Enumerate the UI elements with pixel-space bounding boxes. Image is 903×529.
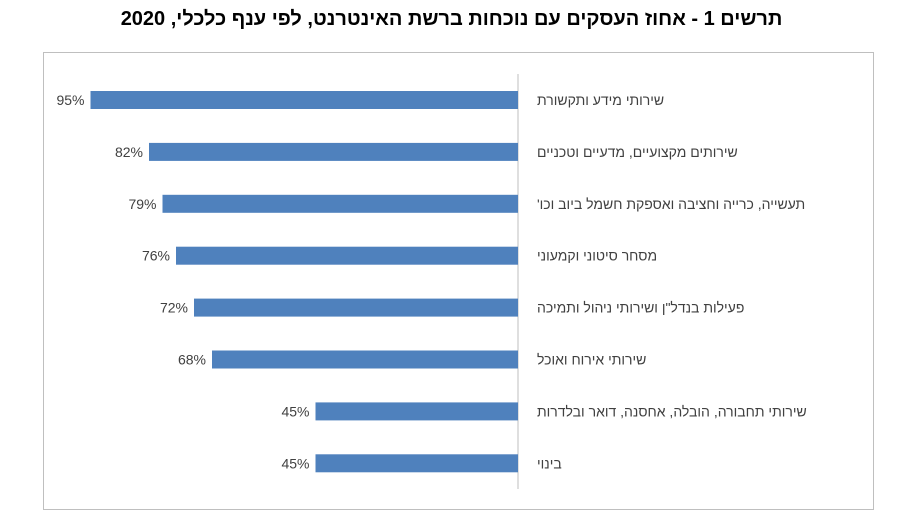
category-label: שירותים מקצועיים, מדעיים וטכניים [537, 144, 738, 160]
category-label: בינוי [537, 455, 562, 471]
data-label: 82% [115, 144, 143, 160]
category-label: שירותי תחבורה, הובלה, אחסנה, דואר ובלדרו… [537, 403, 807, 419]
bar [212, 350, 518, 369]
bar [315, 454, 518, 473]
category-label: פעילות בנדל"ן ושירותי ניהול ותמיכה [537, 300, 744, 316]
data-label: 45% [281, 403, 309, 419]
bar [149, 142, 518, 161]
category-label: מסחר סיטוני וקמעוני [537, 248, 657, 264]
data-label: 76% [142, 248, 170, 264]
chart-title: תרשים 1 - אחוז העסקים עם נוכחות ברשת האי… [120, 8, 783, 30]
bar [162, 194, 518, 213]
category-label: שירותי מידע ותקשורת [537, 92, 664, 108]
bar [90, 91, 518, 109]
bar [315, 402, 518, 421]
category-label: שירותי אירוח ואוכל [537, 352, 646, 368]
data-label: 45% [281, 455, 309, 471]
plot-frame [43, 52, 874, 510]
category-label: תעשייה, כרייה וחציבה ואספקת חשמל ביוב וכ… [537, 196, 805, 212]
data-label: 95% [56, 92, 84, 108]
bar [194, 298, 518, 317]
data-label: 72% [160, 300, 188, 316]
bar [176, 246, 518, 265]
data-label: 79% [128, 196, 156, 212]
data-label: 68% [178, 352, 206, 368]
